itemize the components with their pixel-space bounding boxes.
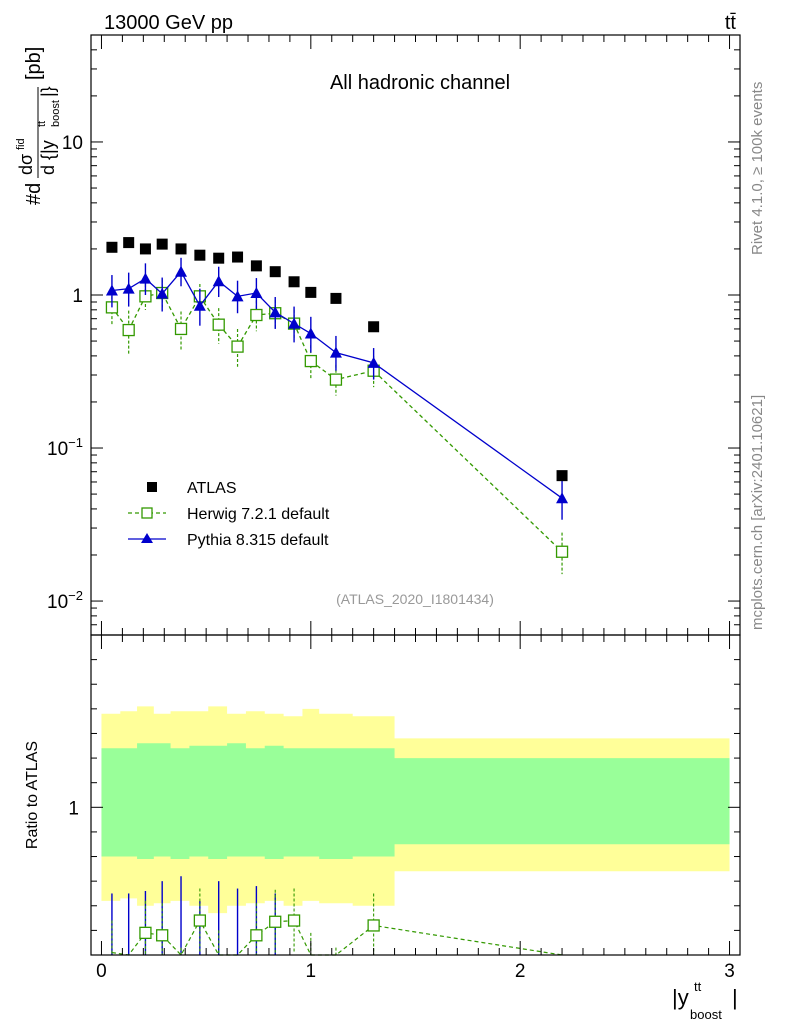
pythia-point (175, 265, 188, 277)
ylabel-den-sub: boost (50, 100, 62, 127)
pythia-point (105, 284, 118, 296)
legend-atlas-marker (147, 482, 157, 492)
svg-text:|}: |} (38, 86, 58, 97)
atlas-point (123, 237, 135, 249)
xlabel-sup: tt (694, 979, 702, 994)
analysis-label: (ATLAS_2020_I1801434) (336, 591, 494, 607)
herwig-point (122, 323, 135, 337)
ratio-band-inner (101, 743, 730, 859)
atlas-point (330, 292, 342, 304)
pythia-point (556, 492, 569, 504)
ylabel-num: dσ (16, 154, 36, 175)
herwig-ratio-point (250, 929, 263, 942)
svg-text:#d: #d (23, 183, 45, 205)
herwig-point (555, 545, 569, 558)
atlas-point (269, 266, 281, 278)
svg-text:dσ: dσ (16, 154, 36, 175)
herwig-ratio-point (139, 926, 152, 939)
y-tick-label-main: 10−2 (47, 588, 83, 613)
atlas-point (213, 252, 225, 264)
atlas-point (305, 286, 317, 298)
pythia-point (269, 306, 282, 318)
pythia-point (250, 287, 263, 299)
atlas-point (368, 321, 380, 333)
herwig-point (304, 354, 317, 368)
legend-herwig-label: Herwig 7.2.1 default (187, 506, 330, 523)
pythia-point (304, 327, 317, 339)
ratio-panel: 0 1 2 3 1 Ratio to ATLAS (24, 634, 741, 982)
atlas-point (556, 470, 568, 482)
y-tick-label-main: 10−1 (47, 435, 83, 460)
atlas-point (139, 243, 151, 255)
herwig-ratio-point (287, 914, 301, 927)
herwig-point (250, 308, 263, 322)
y-tick-label-main: 10 (62, 133, 83, 154)
herwig-point (174, 322, 188, 336)
svg-text:[pb]: [pb] (23, 47, 45, 80)
x-tick-label: 2 (515, 961, 526, 982)
atlas-point (175, 243, 187, 255)
y-axis-label-ratio: Ratio to ATLAS (24, 741, 41, 849)
legend-pythia-label: Pythia 8.315 default (187, 532, 329, 549)
chart-title: All hadronic channel (330, 72, 510, 94)
pythia-point (329, 346, 342, 358)
x-tick-label: 0 (96, 961, 107, 982)
y-tick-label-ratio: 1 (68, 798, 79, 819)
svg-text:tt: tt (694, 979, 702, 994)
svg-text:boost: boost (690, 1007, 722, 1022)
ylabel-num-sup: fid (15, 138, 27, 150)
svg-text:fid: fid (15, 138, 27, 150)
svg-text:tt: tt (36, 121, 48, 127)
pythia-point (367, 356, 380, 368)
pythia-point (231, 290, 244, 302)
svg-text:|: | (732, 985, 738, 1010)
x-axis-label: |y tt boost | (672, 979, 738, 1022)
svg-text:boost: boost (50, 100, 62, 127)
legend: ATLAS Herwig 7.2.1 default Pythia 8.315 … (128, 480, 330, 549)
pythia-point (212, 275, 225, 287)
x-tick-label: 3 (724, 961, 735, 982)
legend-pythia-marker (141, 533, 153, 543)
pythia-point (288, 317, 301, 329)
herwig-ratio-point (367, 919, 380, 932)
y-axis-label-main: #d dσ fid d {|y tt boost |} [pb] (15, 47, 62, 205)
legend-atlas-label: ATLAS (187, 480, 237, 497)
atlas-point (232, 251, 244, 263)
herwig-point (212, 318, 225, 331)
herwig-ratio-point (269, 915, 282, 928)
legend-herwig-marker (141, 507, 153, 519)
ylabel-den: d {|y (38, 140, 58, 175)
xlabel-base: |y (672, 985, 689, 1010)
xlabel-tail: | (732, 985, 738, 1010)
herwig-ratio-line (111, 919, 563, 957)
ylabel-den-tail: |} (38, 86, 58, 97)
atlas-point (106, 241, 118, 253)
atlas-point (194, 249, 206, 261)
atlas-point (288, 276, 300, 288)
atlas-point (250, 260, 262, 272)
xlabel-sub: boost (690, 1007, 722, 1022)
atlas-point (156, 238, 168, 250)
herwig-point (329, 373, 343, 386)
herwig-point (231, 340, 244, 353)
pythia-point (122, 282, 135, 294)
pythia-point (139, 272, 152, 284)
y-tick-label-main: 1 (72, 286, 83, 307)
ylabel-prefix: #d (23, 183, 45, 205)
ylabel-unit: [pb] (23, 47, 45, 80)
main-panel: 10−2 10−1 1 10 All hadronic channel (ATLAS_… (15, 34, 741, 636)
energy-label: 13000 GeV pp (104, 12, 233, 34)
pythia-point (156, 287, 169, 299)
svg-text:|y: |y (672, 985, 689, 1010)
rivet-label: Rivet 4.1.0, ≥ 100k events (749, 82, 766, 255)
ylabel-den-sup: tt (36, 121, 48, 127)
x-tick-label: 1 (306, 961, 317, 982)
mcplots-label: mcplots.cern.ch [arXiv:2401.10621] (749, 395, 766, 630)
herwig-ratio-point (156, 929, 169, 942)
pythia-point (193, 299, 206, 311)
svg-text:d {|y: d {|y (38, 140, 58, 175)
process-label: tt̄ (725, 12, 737, 34)
herwig-ratio-point (193, 914, 207, 927)
